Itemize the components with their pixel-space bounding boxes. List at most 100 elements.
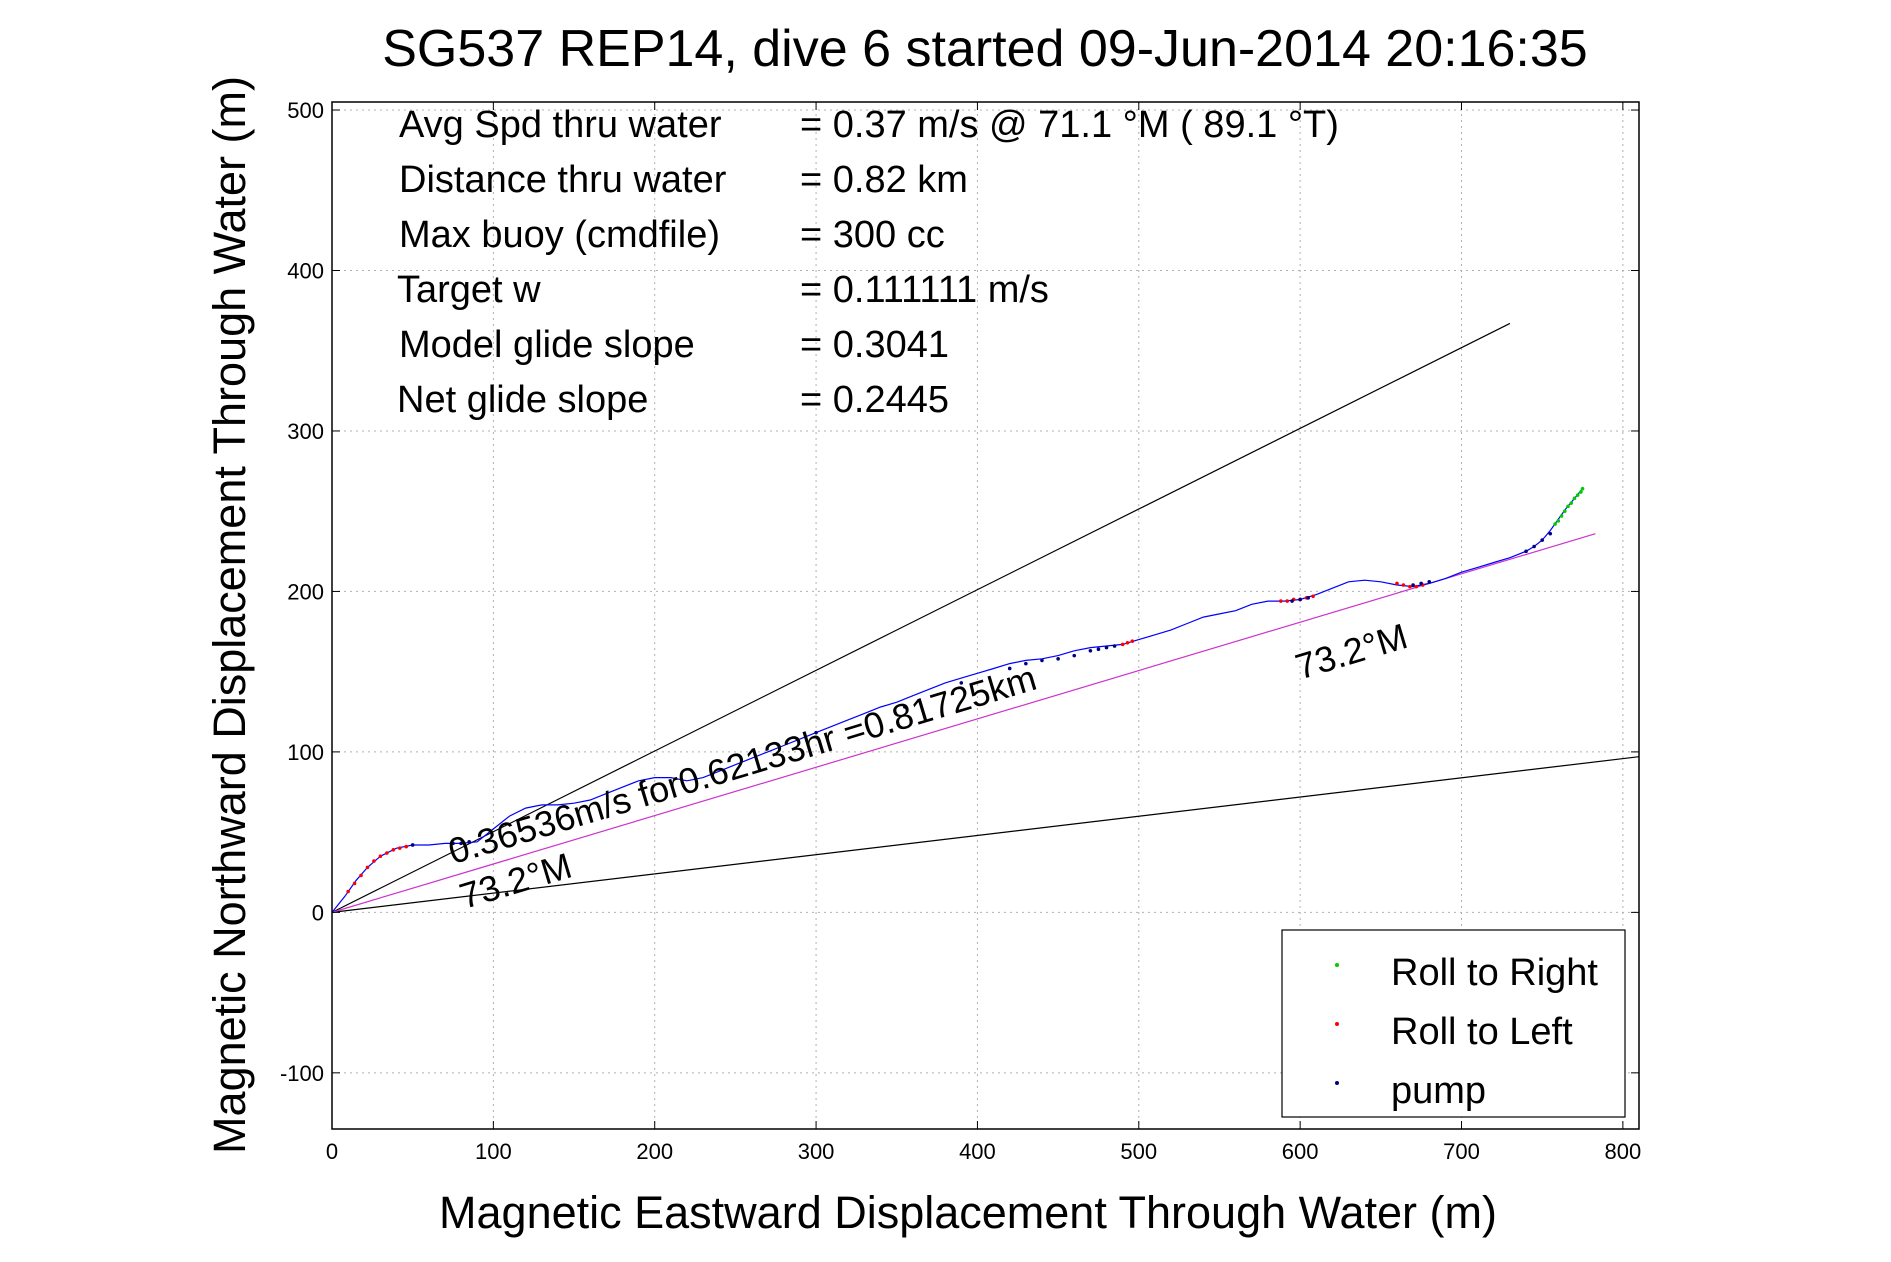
y-tick-label: 0 [312, 900, 324, 925]
stat-value: = 0.3041 [800, 324, 949, 366]
legend-label-roll-right: Roll to Right [1391, 952, 1598, 994]
marker-series [346, 486, 1585, 894]
series-1 [346, 581, 1425, 894]
series-0-point [1580, 486, 1585, 491]
series-1-point [391, 847, 396, 852]
chart-title: SG537 REP14, dive 6 started 09-Jun-2014 … [382, 20, 1587, 78]
x-tick-label: 100 [475, 1139, 512, 1164]
legend: Roll to Right Roll to Left pump [1281, 929, 1626, 1118]
stat-value: = 0.82 km [800, 159, 968, 201]
series-2-point [1419, 581, 1423, 586]
series-2-point [1290, 599, 1294, 603]
grid [331, 102, 1639, 1129]
stat-label: Distance thru water [399, 159, 727, 201]
y-tick-label: -100 [280, 1061, 324, 1086]
series-2-point [903, 705, 907, 709]
stat-value: = 300 cc [800, 214, 945, 256]
series-1-point [365, 865, 370, 870]
series-2-point [1112, 644, 1117, 648]
series-0-point [1575, 493, 1580, 497]
legend-marker-pump [1335, 1081, 1339, 1085]
series-2-point [1427, 580, 1432, 584]
reference-line-1 [331, 756, 1640, 913]
stat-label: Max buoy (cmdfile) [399, 214, 720, 256]
series-0 [1553, 486, 1585, 526]
series-2-point [467, 839, 471, 844]
axis-ticks: 0 100 200 300 400 500 600 700 800 -100 0 100 200 300 4… [280, 98, 1641, 1164]
series-2-point [1024, 661, 1028, 666]
series-1-point [352, 881, 357, 886]
y-tick-label: 200 [287, 579, 324, 604]
stats-block: Avg Spd thru water = 0.37 m/s @ 71.1 °M (… [397, 104, 1339, 421]
y-axis-title: Magnetic Northward Displacement Through … [204, 76, 255, 1154]
series-0-point [1559, 514, 1564, 518]
series-1-point [1285, 599, 1290, 603]
series-1-point [346, 889, 350, 894]
series-1-point [385, 851, 389, 855]
series-2-point [410, 843, 415, 847]
x-tick-label: 0 [326, 1139, 338, 1164]
series-2-point [1548, 531, 1553, 536]
legend-marker-roll-right [1335, 963, 1339, 967]
series-2-point [459, 841, 463, 846]
stat-value: = 0.2445 [800, 379, 949, 421]
series-2-point [1540, 538, 1544, 542]
series-1-point [404, 844, 409, 849]
series-1-point [378, 854, 383, 859]
x-tick-label: 700 [1443, 1139, 1480, 1164]
y-tick-label: 400 [287, 258, 324, 283]
y-tick-label: 500 [287, 98, 324, 123]
series-0-point [1579, 490, 1583, 494]
y-tick-label: 300 [287, 419, 324, 444]
y-tick-label: 100 [287, 740, 324, 765]
series-2-point [451, 841, 455, 846]
stat-label: Net glide slope [397, 379, 648, 421]
series-1-point [372, 859, 376, 863]
stat-value: = 0.37 m/s @ 71.1 °M ( 89.1 °T) [800, 104, 1339, 146]
series-2-point [1056, 657, 1060, 661]
legend-marker-roll-left [1335, 1022, 1339, 1026]
x-tick-label: 600 [1282, 1139, 1319, 1164]
series-1-point [1395, 581, 1399, 586]
series-2-point [1298, 597, 1302, 602]
x-tick-label: 400 [959, 1139, 996, 1164]
series-1-point [1311, 594, 1315, 599]
legend-label-pump: pump [1391, 1070, 1486, 1112]
x-tick-label: 500 [1120, 1139, 1157, 1164]
x-tick-label: 200 [636, 1139, 673, 1164]
stat-label: Model glide slope [399, 324, 695, 366]
reference-lines [331, 322, 1640, 913]
series-1-point [1401, 583, 1406, 587]
track-path [331, 488, 1583, 913]
series-2-point [959, 681, 964, 685]
plot-frame [331, 101, 1640, 1130]
series-0-point [1566, 504, 1570, 509]
series-1-point [1278, 599, 1283, 603]
x-tick-label: 300 [798, 1139, 835, 1164]
series-2-point [1007, 666, 1012, 671]
series-2-point [1411, 583, 1415, 587]
x-tick-label: 800 [1605, 1139, 1642, 1164]
series-1-point [1414, 584, 1419, 589]
series-2-point [1524, 549, 1528, 554]
series-0-point [1572, 496, 1577, 501]
series-0-point [1569, 501, 1574, 505]
glider-track-line [331, 488, 1583, 913]
series-2-point [1040, 658, 1044, 663]
series-1-point [397, 846, 402, 850]
series-2-point [1072, 653, 1077, 658]
series-2-point [1088, 649, 1093, 653]
stat-label: Target w [397, 269, 541, 311]
legend-label-roll-left: Roll to Left [1391, 1011, 1573, 1053]
series-0-point [1556, 519, 1561, 523]
stat-label: Avg Spd thru water [399, 104, 722, 146]
series-2-point [1306, 596, 1311, 600]
series-0-point [1562, 509, 1567, 513]
x-axis-title: Magnetic Eastward Displacement Through W… [439, 1187, 1497, 1238]
series-2-point [1096, 647, 1101, 651]
series-0-point [1553, 522, 1557, 526]
series-2 [410, 531, 1553, 847]
legend-box [1281, 929, 1626, 1118]
reference-line-2 [331, 533, 1596, 913]
